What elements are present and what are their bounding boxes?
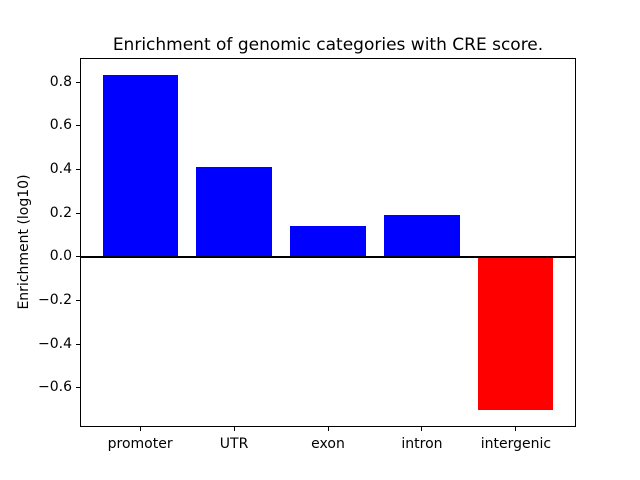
x-tick-mark [421,427,423,431]
y-tick-mark [76,299,80,301]
y-tick-label: 0.6 [49,117,72,134]
y-tick-mark [76,212,80,214]
y-tick-mark [76,343,80,345]
y-tick-mark [76,387,80,389]
y-tick-label: 0.2 [49,204,72,221]
bar-promoter [102,75,178,257]
bar-intergenic [478,256,554,410]
bar-UTR [196,167,272,257]
x-tick-mark [515,427,517,431]
chart-title: Enrichment of genomic categories with CR… [112,35,544,55]
y-tick-label: −0.2 [38,291,72,308]
y-tick-label: 0.8 [49,73,72,90]
x-tick-label-exon: exon [311,436,345,452]
y-tick-mark [76,81,80,83]
x-tick-label-intergenic: intergenic [480,436,552,452]
y-axis-label: Enrichment (log10) [16,174,32,310]
y-tick-mark [76,125,80,127]
bar-exon [290,226,366,257]
y-tick-label: 0.4 [49,160,72,177]
y-tick-label: −0.4 [38,335,72,352]
y-tick-mark [76,256,80,258]
x-tick-label-promoter: promoter [107,436,173,452]
y-tick-mark [76,168,80,170]
bar-intron [384,215,460,257]
x-tick-mark [233,427,235,431]
x-tick-label-intron: intron [401,436,443,452]
x-tick-label-UTR: UTR [219,436,249,452]
y-tick-label: −0.6 [38,379,72,396]
x-tick-mark [327,427,329,431]
y-tick-label: 0.0 [49,248,72,265]
x-tick-mark [139,427,141,431]
zero-line [80,255,576,258]
